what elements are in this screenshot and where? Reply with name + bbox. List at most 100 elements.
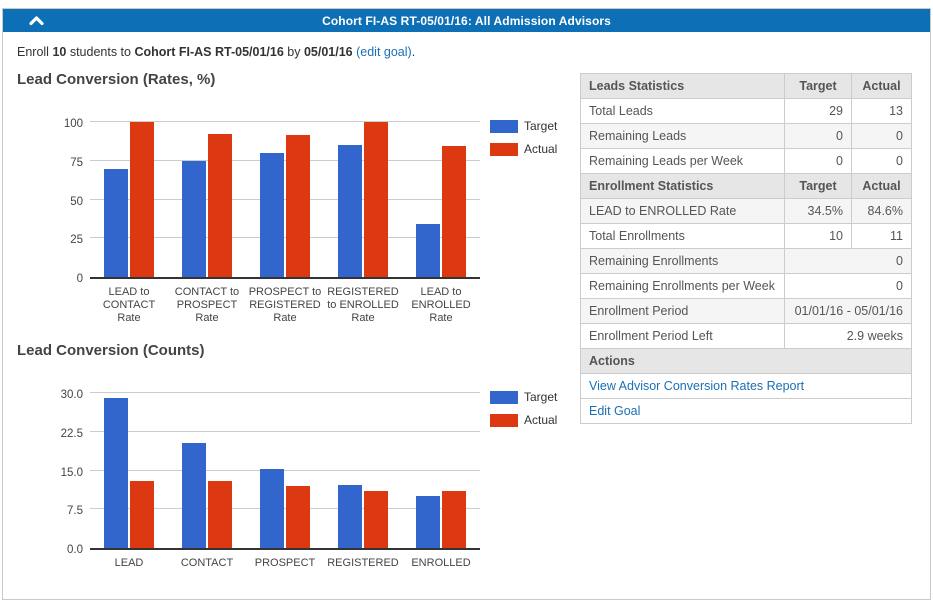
target-bar[interactable] xyxy=(338,145,362,277)
section-header-label: Actions xyxy=(580,348,912,374)
counts-chart: 0.0 7.5 15.0 22.5 30.0 LEAD CONTACT PROSPECT REG… xyxy=(15,359,580,571)
target-bar[interactable] xyxy=(182,160,206,277)
column-header: Actual xyxy=(851,73,912,99)
section-header-label: Leads Statistics xyxy=(580,73,785,99)
target-bar[interactable] xyxy=(338,484,362,548)
legend-entry-actual: Actual xyxy=(490,142,557,156)
target-bar[interactable] xyxy=(260,153,284,277)
target-bar[interactable] xyxy=(260,469,284,548)
stat-value: 0 xyxy=(851,123,912,149)
y-axis-tick-label: 0 xyxy=(76,273,83,285)
gridline xyxy=(90,508,480,510)
stat-label: Remaining Enrollments xyxy=(580,248,785,274)
x-axis-category-label: LEAD to CONTACT Rate xyxy=(102,286,156,324)
target-bar[interactable] xyxy=(416,496,440,548)
stat-value: 0 xyxy=(784,123,852,149)
y-axis-tick-label: 75 xyxy=(70,156,83,169)
goal-summary-text: by xyxy=(283,45,304,59)
actual-swatch-icon xyxy=(490,413,518,427)
legend-entry-actual: Actual xyxy=(490,413,557,427)
y-axis-tick-label: 30.0 xyxy=(60,389,83,401)
legend-label: Target xyxy=(524,119,558,133)
statistics-column: Leads Statistics Target Actual Total Leads 2… xyxy=(580,71,912,571)
actual-bar[interactable] xyxy=(286,134,310,277)
legend-label: Actual xyxy=(524,142,558,156)
x-axis-category-label: CONTACT to PROSPECT Rate xyxy=(174,286,240,324)
collapse-panel-icon[interactable] xyxy=(29,15,44,26)
legend-label: Actual xyxy=(524,413,558,427)
stat-label: Remaining Leads per Week xyxy=(580,148,785,174)
table-row: LEAD to ENROLLED Rate 34.5% 84.6% xyxy=(580,198,912,224)
column-header: Actual xyxy=(851,173,912,199)
stat-value: 0 xyxy=(851,148,912,174)
actual-bar[interactable] xyxy=(286,486,310,548)
stat-value: 0 xyxy=(784,148,852,174)
section-header-label: Enrollment Statistics xyxy=(580,173,785,199)
panel-title: Cohort FI-AS RT-05/01/16: All Admission … xyxy=(322,13,611,28)
stat-value: 2.9 weeks xyxy=(784,323,912,349)
gridline xyxy=(90,469,480,471)
table-row: Remaining Leads per Week 0 0 xyxy=(580,148,912,174)
stat-label: Remaining Leads xyxy=(580,123,785,149)
x-axis-category-label: CONTACT xyxy=(180,557,234,569)
actual-bar[interactable] xyxy=(442,491,466,548)
x-axis-category-label: ENROLLED xyxy=(411,557,471,569)
actual-bar[interactable] xyxy=(208,133,232,277)
actual-bar[interactable] xyxy=(130,480,154,548)
view-advisor-report-link[interactable]: View Advisor Conversion Rates Report xyxy=(589,379,805,393)
panel-content: Enroll 10 students to Cohort FI-AS RT-05… xyxy=(3,32,930,571)
edit-goal-link[interactable]: (edit goal) xyxy=(356,45,412,59)
bar-group xyxy=(90,387,168,548)
actual-bar[interactable] xyxy=(442,145,466,277)
gridline xyxy=(90,430,480,432)
rates-chart-title: Lead Conversion (Rates, %) xyxy=(17,71,216,88)
column-header: Target xyxy=(784,173,852,199)
table-row: Total Leads 29 13 xyxy=(580,98,912,124)
y-axis-tick-label: 15.0 xyxy=(60,466,83,479)
bar-group xyxy=(90,116,168,277)
plot-area xyxy=(90,116,480,279)
stat-value: 34.5% xyxy=(784,198,852,224)
gridline xyxy=(90,121,480,122)
bar-group xyxy=(402,387,480,548)
bar-group xyxy=(324,116,402,277)
table-row: Remaining Enrollments 0 xyxy=(580,248,912,274)
actual-bar[interactable] xyxy=(364,122,388,277)
target-bar[interactable] xyxy=(416,223,440,277)
cohort-dashboard-panel: Cohort FI-AS RT-05/01/16: All Admission … xyxy=(2,8,931,600)
y-axis-tick-label: 0.0 xyxy=(67,544,83,556)
table-action-row: Edit Goal xyxy=(580,398,912,424)
stat-label: Remaining Enrollments per Week xyxy=(580,273,785,299)
gridline xyxy=(90,237,480,239)
target-bar[interactable] xyxy=(104,398,128,548)
actual-bar[interactable] xyxy=(130,122,154,277)
charts-column: Lead Conversion (Rates, %) 0 25 50 75 100 LEA… xyxy=(15,71,580,571)
actual-bar[interactable] xyxy=(364,491,388,548)
table-row: Total Enrollments 10 11 xyxy=(580,223,912,249)
target-bar[interactable] xyxy=(104,168,128,277)
table-section-header: Actions xyxy=(580,348,912,374)
x-axis-category-label: LEAD xyxy=(114,557,144,569)
rates-chart-section: Lead Conversion (Rates, %) 0 25 50 75 100 LEA… xyxy=(15,71,580,328)
table-section-header: Enrollment Statistics Target Actual xyxy=(580,173,912,199)
edit-goal-action-link[interactable]: Edit Goal xyxy=(589,404,641,418)
stat-value: 0 xyxy=(784,248,912,274)
legend-entry-target: Target xyxy=(490,390,557,404)
x-axis-category-label: PROSPECT to REGISTERED Rate xyxy=(248,286,322,324)
stat-value: 0 xyxy=(784,273,912,299)
gridline xyxy=(90,198,480,200)
goal-summary-value: Cohort FI-AS RT-05/01/16 xyxy=(134,45,284,59)
y-axis-tick-label: 50 xyxy=(70,195,83,208)
bar-group xyxy=(246,387,324,548)
y-axis-tick-label: 7.5 xyxy=(67,505,83,518)
actual-bar[interactable] xyxy=(208,480,232,548)
chart-legend: Target Actual xyxy=(490,390,557,436)
table-action-row: View Advisor Conversion Rates Report xyxy=(580,373,912,399)
actual-swatch-icon xyxy=(490,142,518,156)
y-axis-tick-label: 25 xyxy=(70,234,83,247)
stat-value: 29 xyxy=(784,98,852,124)
legend-entry-target: Target xyxy=(490,119,557,133)
target-bar[interactable] xyxy=(182,443,206,548)
x-axis-category-label: PROSPECT xyxy=(254,557,316,569)
action-cell: Edit Goal xyxy=(580,398,912,424)
